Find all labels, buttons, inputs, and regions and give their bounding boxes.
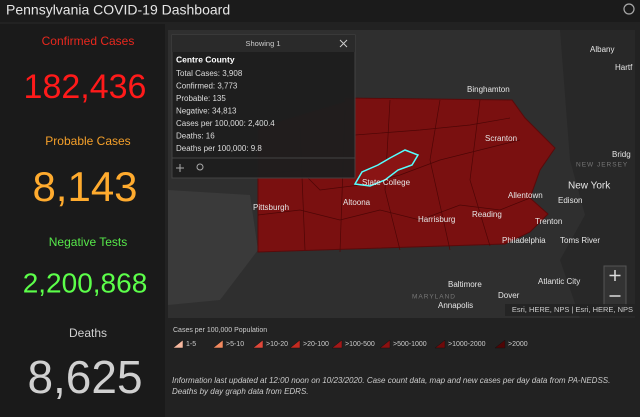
popup-title: Centre County xyxy=(176,54,235,64)
stat-value: 182,436 xyxy=(24,68,147,106)
popup-line: Total Cases: 3,908 xyxy=(176,69,243,78)
map-label: Annapolis xyxy=(438,301,473,310)
legend-label: >100-500 xyxy=(345,341,375,348)
legend-label: >1000-2000 xyxy=(448,341,486,348)
footer-text: Information last updated at 12:00 noon o… xyxy=(172,376,610,385)
map-label: Dover xyxy=(498,291,520,300)
legend-label: >5-10 xyxy=(226,341,244,348)
zoom-icons xyxy=(609,270,621,297)
popup-line: Confirmed: 3,773 xyxy=(176,82,238,91)
legend-label: >20-100 xyxy=(303,341,329,348)
pan-icon[interactable] xyxy=(176,164,184,172)
attribution-bg xyxy=(505,304,635,316)
stat-value: 2,200,868 xyxy=(23,267,148,298)
popup-close[interactable] xyxy=(339,39,348,48)
map-label: Reading xyxy=(472,210,502,219)
legend-swatch xyxy=(434,339,446,349)
settings-icon[interactable] xyxy=(623,3,635,15)
legend-swatch xyxy=(212,339,224,349)
header-title: Pennsylvania COVID-19 Dashboard xyxy=(6,2,230,18)
map-label: Hartf xyxy=(615,63,633,72)
legend-label: >10-20 xyxy=(266,341,288,348)
popup xyxy=(171,34,356,179)
popup-line: Probable: 135 xyxy=(176,94,226,103)
map-label: Toms River xyxy=(560,236,600,245)
selected-county[interactable] xyxy=(353,149,420,187)
legend-label: >500-1000 xyxy=(393,341,427,348)
map-land xyxy=(168,190,258,305)
map-land xyxy=(560,30,635,318)
popup-header xyxy=(172,35,355,52)
map-label: Baltimore xyxy=(448,280,482,289)
map-label: Albany xyxy=(590,45,614,54)
stat-value: 8,625 xyxy=(27,351,142,403)
stat-label: Deaths xyxy=(69,326,107,340)
zoom-to-icon[interactable] xyxy=(196,163,204,171)
popup-line: Deaths per 100,000: 9.8 xyxy=(176,144,262,153)
legend-swatch xyxy=(289,339,301,349)
map-label: Scranton xyxy=(485,134,517,143)
popup-header-text: Showing 1 xyxy=(245,39,280,48)
legend-swatch xyxy=(379,339,391,349)
map-label: Trenton xyxy=(535,217,562,226)
map-label: Atlantic City xyxy=(538,277,580,286)
legend-swatch xyxy=(331,339,343,349)
map-label: Altoona xyxy=(343,198,371,207)
legend-swatch xyxy=(494,339,506,349)
legend-label: >2000 xyxy=(508,341,528,348)
map-label: Binghamton xyxy=(467,85,510,94)
attribution: Esri, HERE, NPS | Esri, HERE, NPS xyxy=(512,305,633,314)
footer-text: Deaths by day graph data from EDRS. xyxy=(172,387,309,396)
stat-label: Negative Tests xyxy=(49,235,128,249)
map-label: MARYLAND xyxy=(412,294,456,301)
map-label: NEW JERSEY xyxy=(576,162,628,169)
map-label: Edison xyxy=(558,196,582,205)
stat-value: 8,143 xyxy=(32,163,137,210)
popup-line: Negative: 34,813 xyxy=(176,107,237,116)
header-bar xyxy=(0,0,640,22)
stat-label: Probable Cases xyxy=(45,134,130,148)
map-label: State College xyxy=(362,178,411,187)
popup-line: Cases per 100,000: 2,400.4 xyxy=(176,119,275,128)
map-label: Bridg xyxy=(612,150,631,159)
map-label: New York xyxy=(568,181,611,192)
map-label: Philadelphia xyxy=(502,236,546,245)
stats-panel xyxy=(0,24,165,417)
popup-line: Deaths: 16 xyxy=(176,132,215,141)
map-label: Pittsburgh xyxy=(253,203,289,212)
legend-swatch xyxy=(252,339,264,349)
map-label: Harrisburg xyxy=(418,215,455,224)
stat-label: Confirmed Cases xyxy=(42,34,135,48)
legend-swatch xyxy=(172,339,184,349)
legend-label: 1-5 xyxy=(186,341,196,348)
map-label: Allentown xyxy=(508,191,543,200)
legend-title: Cases per 100,000 Population xyxy=(173,327,267,334)
